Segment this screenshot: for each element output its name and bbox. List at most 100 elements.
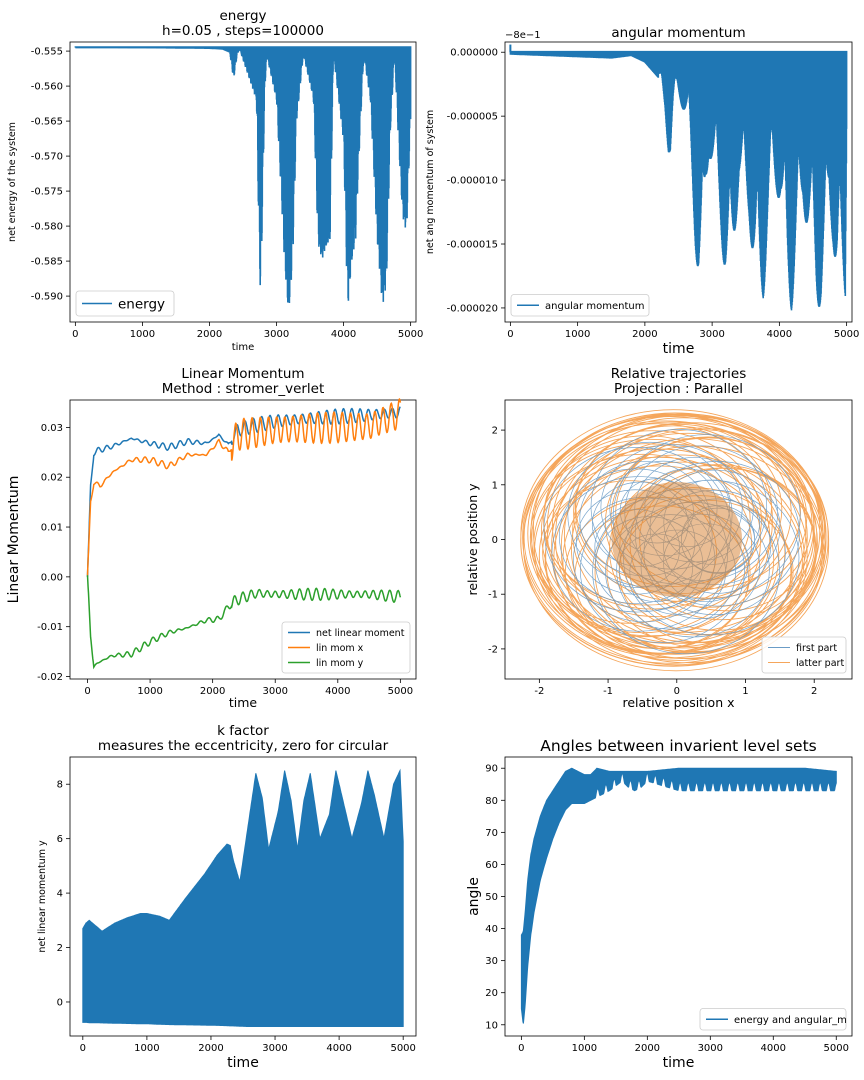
- trajectory-core: [611, 482, 743, 597]
- x-tick-label: 4000: [331, 329, 356, 340]
- x-tick-label: 2000: [635, 1043, 660, 1054]
- y-tick-label: -0.580: [31, 222, 63, 233]
- x-tick-label: 2000: [198, 1043, 223, 1054]
- legend-label-energy-and-angular-m: energy and angular_m: [734, 1015, 847, 1026]
- legend: angular momentum: [510, 294, 650, 317]
- legend-label-first-part: first part: [796, 643, 837, 654]
- y-tick-label: 0.00: [41, 572, 63, 583]
- legend-frame: [510, 294, 650, 317]
- x-tick-label: 1000: [137, 686, 162, 697]
- x-tick-label: 5000: [398, 329, 423, 340]
- chart-title: Angles between invarient level sets: [540, 737, 816, 755]
- axes-frame: [69, 756, 417, 1037]
- x-tick-label: 3000: [699, 329, 724, 340]
- axes-frame: [504, 41, 853, 323]
- x-tick-label: 2000: [200, 686, 225, 697]
- y-tick-label: 6: [57, 834, 63, 845]
- x-tick-label: 1000: [134, 1043, 159, 1054]
- y-tick-label: 10: [485, 1020, 498, 1031]
- subplot-6: 0 1000 2000 3000 4000 5000 90 80 70 60 50 40 30 20 10 A…: [466, 737, 853, 1071]
- x-axis-label: time: [227, 1055, 259, 1071]
- x-axis-label: time: [663, 341, 695, 357]
- x-tick-label: 2000: [197, 329, 222, 340]
- x-tick-label: 5000: [388, 686, 413, 697]
- x-tick-label: 4000: [325, 686, 350, 697]
- x-tick-label: 3000: [262, 686, 287, 697]
- x-tick-label: 4000: [761, 1043, 786, 1054]
- x-tick-label: 5000: [824, 1043, 849, 1054]
- x-tick-label: -2: [534, 686, 544, 697]
- chart-title-line: energy: [219, 8, 266, 24]
- legend-label-energy: energy: [118, 296, 165, 312]
- y-axis-label: net energy of the system: [7, 122, 18, 242]
- trajectory-group: [520, 409, 830, 672]
- chart-title-line: measures the eccentricity, zero for circ…: [98, 738, 389, 754]
- x-axis-label: time: [232, 342, 255, 353]
- legend-frame: [281, 621, 411, 674]
- x-tick-label: 0: [518, 1043, 524, 1054]
- y-tick-label: 20: [485, 988, 498, 999]
- x-tick-label: -1: [603, 686, 613, 697]
- y-tick-label: 0.03: [41, 423, 63, 434]
- legend-frame: [699, 1008, 847, 1031]
- legend-label-net-linear-moment: net linear moment: [316, 628, 405, 639]
- x-tick-label: 0: [84, 686, 90, 697]
- x-tick-label: 5000: [390, 1043, 415, 1054]
- subplot-1: 0 1000 2000 3000 4000 5000 -0.555 -0.560 -0.565 -…: [7, 8, 423, 353]
- y-tick-label: 0.01: [41, 523, 63, 534]
- subplot-5: 0 1000 2000 3000 4000 5000 8 6 4 2 0 k factormeasur…: [37, 723, 417, 1071]
- chart-title-line: h=0.05 , steps=100000: [162, 23, 324, 39]
- subplot-4: -2 -1 0 1 2 2 1 0 -1 -2 Relative trajectoriesProje…: [465, 366, 853, 710]
- angular-momentum-series-line: [509, 50, 848, 311]
- y-tick-label: 80: [485, 796, 498, 807]
- legend-label-latter-part: latter part: [796, 658, 844, 669]
- x-tick-label: 3000: [262, 1043, 287, 1054]
- y-tick-label: 4: [57, 889, 63, 900]
- x-axis-label: time: [229, 695, 258, 710]
- chart-title-line: Relative trajectories: [611, 366, 747, 382]
- y-tick-label: -0.01: [37, 622, 63, 633]
- x-tick-label: 0: [80, 1043, 86, 1054]
- y-tick-label: -0.555: [31, 47, 63, 58]
- legend-label-lin-mom-x: lin mom x: [316, 643, 364, 654]
- x-tick-label: 2000: [632, 329, 657, 340]
- x-tick-label: 3000: [264, 329, 289, 340]
- energy-series-line: [74, 46, 412, 303]
- x-tick-label: 2: [811, 686, 817, 697]
- y-axis-label: net ang momentum of system: [425, 110, 436, 254]
- y-tick-label: -0.575: [31, 187, 63, 198]
- chart-title: angular momentum: [611, 25, 745, 41]
- legend-label-angular-momentum: angular momentum: [545, 301, 644, 312]
- y-tick-label: 1: [492, 480, 498, 491]
- legend-frame: [75, 290, 175, 317]
- legend-frame: [761, 636, 847, 674]
- y-tick-label: -0.000005: [447, 112, 498, 123]
- y-tick-label: -0.565: [31, 117, 63, 128]
- x-tick-label: 0: [674, 686, 680, 697]
- y-tick-label: 60: [485, 860, 498, 871]
- x-tick-label: 0: [507, 329, 513, 340]
- x-tick-label: 1: [742, 686, 748, 697]
- x-axis-label: relative position x: [622, 695, 734, 710]
- angle-band: [520, 767, 837, 1024]
- y-tick-label: 2: [57, 943, 63, 954]
- axes-frame: [69, 41, 417, 323]
- y-axis-label: angle: [466, 877, 482, 916]
- y-tick-label: 0.000000: [450, 48, 498, 59]
- chart-title-line: k factor: [217, 723, 269, 739]
- y-tick-label: 70: [485, 828, 498, 839]
- y-tick-label: -0.000015: [447, 240, 498, 251]
- y-tick-label: 0: [492, 535, 498, 546]
- x-tick-label: 1000: [130, 329, 155, 340]
- y-tick-label: 50: [485, 892, 498, 903]
- axes-frame: [69, 399, 417, 680]
- y-tick-label: 0.02: [41, 473, 63, 484]
- y-axis-label: relative position y: [465, 483, 480, 596]
- x-tick-label: 1000: [572, 1043, 597, 1054]
- chart-title-line: Projection : Parallel: [614, 381, 743, 397]
- y-tick-label: 30: [485, 956, 498, 967]
- y-tick-label: -0.000010: [447, 176, 498, 187]
- y-tick-label: 0: [57, 997, 63, 1008]
- legend-label-lin-mom-y: lin mom y: [316, 658, 364, 669]
- y-tick-label: -0.000020: [447, 303, 498, 314]
